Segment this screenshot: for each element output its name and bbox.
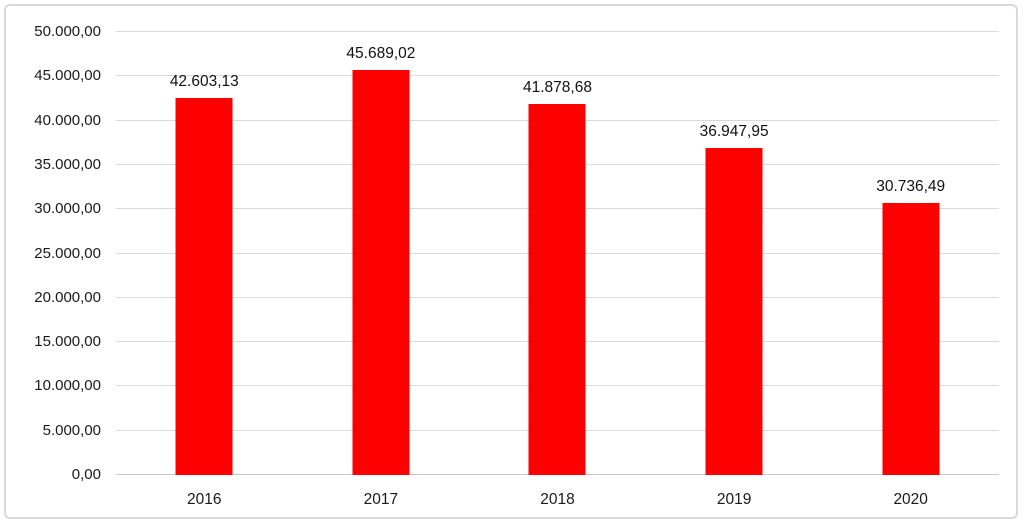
bar-2016 [175, 97, 233, 475]
y-tick-label: 35.000,00 [34, 155, 101, 173]
bar-2019 [705, 147, 763, 475]
gridline [116, 75, 999, 77]
bar-slot: 45.689,02 [293, 32, 470, 475]
x-tick-label: 2018 [540, 491, 575, 508]
value-label: 36.947,95 [699, 122, 769, 140]
y-tick-label: 30.000,00 [34, 200, 101, 218]
x-tick-label: 2017 [363, 491, 399, 508]
value-label: 30.736,49 [876, 177, 946, 195]
bar-slot: 42.603,13 [116, 32, 293, 475]
chart-frame: 42.603,13 45.689,02 41.878,68 36.947,95 30.7… [4, 4, 1018, 519]
value-label: 41.878,68 [523, 78, 592, 96]
bar-2020 [882, 202, 940, 475]
y-tick-label: 10.000,00 [34, 377, 101, 395]
y-tick-label: 20.000,00 [34, 288, 101, 306]
y-tick-label: 25.000,00 [34, 244, 101, 262]
y-tick-label: 45.000,00 [34, 67, 101, 85]
x-tick-label: 2016 [187, 491, 222, 508]
value-label: 45.689,02 [346, 45, 416, 63]
x-tick-label: 2020 [893, 491, 928, 508]
y-tick-label: 40.000,00 [34, 111, 101, 129]
plot-area: 42.603,13 45.689,02 41.878,68 36.947,95 30.7… [116, 31, 999, 475]
value-label: 42.603,13 [169, 72, 239, 90]
y-tick-label: 5.000,00 [42, 421, 101, 439]
bar-2017 [352, 70, 410, 475]
bar-slot: 30.736,49 [822, 32, 999, 475]
y-tick-label: 0,00 [71, 466, 101, 483]
x-tick-label: 2019 [716, 491, 752, 508]
y-tick-label: 15.000,00 [34, 333, 101, 351]
bar-slot: 36.947,95 [646, 32, 823, 475]
y-tick-label: 50.000,00 [34, 23, 101, 40]
bar-slot: 41.878,68 [469, 32, 646, 475]
gridline [116, 31, 999, 32]
bar-2018 [528, 103, 586, 475]
